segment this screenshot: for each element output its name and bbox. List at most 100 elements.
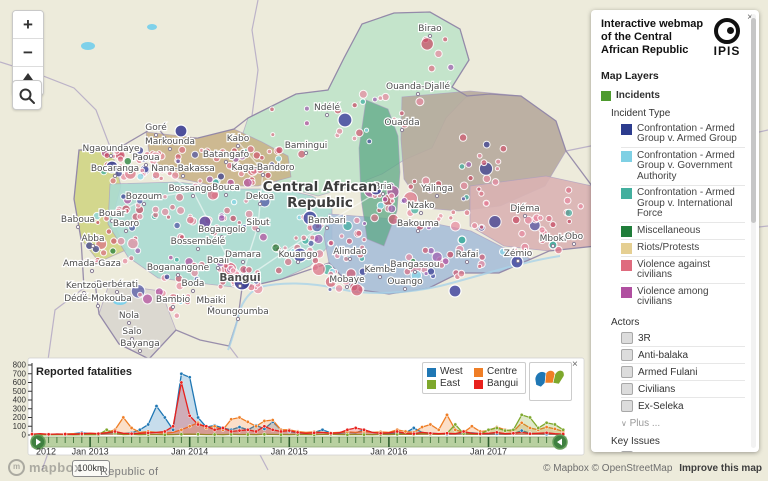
city-label: Ouango: [387, 277, 423, 287]
city-label: Paoua: [132, 153, 159, 163]
city-label: Nola: [119, 311, 139, 321]
key-issue-checkbox-row[interactable]: Mining: [621, 449, 745, 452]
checkbox-icon[interactable]: [621, 332, 633, 344]
city-label: Mobaye: [329, 275, 365, 285]
actor-checkbox-row[interactable]: Armed Fulani: [621, 363, 745, 380]
city-label: Bossembélé: [171, 236, 226, 247]
city-label: Ngaoundaye: [83, 144, 140, 154]
legend-label: Miscellaneous: [637, 224, 701, 236]
legend-label: Riots/Protests: [637, 241, 700, 253]
city-label: Mboki: [540, 234, 567, 244]
svg-text:700: 700: [13, 369, 27, 378]
legend-color-swatch: [621, 225, 632, 237]
checkbox-label: Anti-balaka: [638, 349, 689, 361]
city-label: Sibut: [246, 218, 270, 228]
city-label: Birao: [418, 24, 442, 34]
city-label: Amada-Gaza: [63, 259, 121, 269]
checkbox-label: Civilians: [638, 383, 676, 395]
checkbox-icon[interactable]: [621, 400, 633, 412]
incident-type-legend-item: Confrontation - Armed Group v. Governmen…: [621, 147, 745, 185]
svg-text:500: 500: [13, 387, 27, 396]
map-scalebar: 100km: [72, 460, 110, 477]
chart-legend-item[interactable]: East: [427, 378, 474, 390]
plus-expander[interactable]: ∨ Plus ...: [621, 418, 661, 429]
city-label: Bossangoa: [168, 184, 217, 194]
city-label: Boda: [182, 279, 205, 289]
actor-checkbox-row[interactable]: Civilians: [621, 380, 745, 397]
checkbox-icon[interactable]: [621, 366, 633, 378]
country-label: Central African: [263, 179, 378, 195]
checkbox-icon[interactable]: [621, 451, 633, 452]
city-label: Bogangolo: [198, 225, 246, 235]
osm-attribution-link[interactable]: © OpenStreetMap: [591, 463, 673, 474]
series-color-swatch: [427, 379, 436, 389]
key-issues-heading: Key Issues: [611, 436, 660, 447]
ipis-logo-icon: [714, 18, 740, 44]
city-label: Boali: [207, 256, 229, 266]
city-label: Bakouma: [397, 219, 439, 229]
checkbox-icon[interactable]: [621, 383, 633, 395]
map-layers-heading: Map Layers: [601, 70, 659, 82]
series-label: Centre: [487, 366, 518, 377]
timeline-slider[interactable]: [31, 436, 567, 448]
zoom-in-button[interactable]: +: [13, 11, 43, 39]
city-label: Bangui: [219, 272, 260, 284]
slider-handle-left[interactable]: [30, 434, 46, 450]
city-label: Baboua: [61, 215, 95, 225]
incident-type-heading: Incident Type: [611, 108, 671, 119]
incident-type-legend-item: Miscellaneous: [621, 222, 745, 239]
incident-type-legend-item: Violence against civilians: [621, 256, 745, 283]
timeline-tick-label: Jan 2016: [370, 447, 407, 457]
chart-legend-item[interactable]: West: [427, 366, 474, 378]
checkbox-label: Ex-Seleka: [638, 400, 684, 412]
city-label: Zémio: [504, 248, 533, 259]
layer-incidents-toggle[interactable]: Incidents: [601, 90, 745, 101]
panel-scrollbar[interactable]: [751, 14, 756, 448]
chart-close-icon[interactable]: ×: [572, 359, 578, 370]
neighbor-country-label: Republic of: [100, 466, 159, 478]
checkbox-icon[interactable]: [621, 349, 633, 361]
key-issues-filter-list: MiningRoadblocksPastoralismPillageAbduct…: [621, 449, 745, 452]
mapbox-logo[interactable]: m mapbox: [8, 459, 82, 476]
series-color-swatch: [474, 379, 483, 389]
incident-type-legend-item: Confrontation - Armed Group v. Internati…: [621, 184, 745, 223]
city-label: Alindao: [333, 247, 367, 257]
city-label: Dekoa: [246, 192, 274, 202]
chart-legend: West East Centre Bangui: [422, 362, 526, 394]
legend-label: Violence among civilians: [637, 285, 709, 307]
search-button[interactable]: [12, 80, 42, 110]
actor-checkbox-row[interactable]: 3R: [621, 330, 745, 346]
improve-map-link[interactable]: Improve this map: [679, 463, 762, 474]
city-label: Berbérati: [96, 279, 138, 290]
chart-legend-item[interactable]: Bangui: [474, 378, 521, 390]
map-attribution: © Mapbox © OpenStreetMap Improve this ma…: [543, 463, 762, 474]
panel-scrollbar-thumb[interactable]: [751, 18, 756, 223]
timeline-tick-label: Jan 2014: [171, 447, 208, 457]
city-label: Kentzou: [66, 281, 102, 291]
country-label: Republic: [287, 195, 353, 211]
actors-heading: Actors: [611, 317, 640, 328]
city-label: Bouca: [212, 183, 240, 193]
incident-type-legend-item: Confrontation - Armed Group v. Armed Gro…: [621, 121, 745, 147]
zoom-out-button[interactable]: −: [13, 39, 43, 67]
inset-east-region: [552, 370, 565, 385]
city-label: Batangafo: [203, 150, 250, 160]
chart-legend-item[interactable]: Centre: [474, 366, 521, 378]
actor-checkbox-row[interactable]: Ex-Seleka: [621, 397, 745, 414]
legend-color-swatch: [621, 259, 632, 271]
mapbox-attribution-link[interactable]: © Mapbox: [543, 463, 589, 474]
city-label: Damara: [225, 250, 261, 260]
city-label: Djéma: [510, 203, 539, 214]
actors-filter-list: 3R Anti-balaka Armed Fulani Civilians Ex-Sel…: [621, 330, 745, 414]
timeline-tick-label: Jan 2015: [271, 447, 308, 457]
city-label: Obo: [565, 232, 584, 242]
incidents-label: Incidents: [616, 90, 660, 101]
city-label: Ndélé: [314, 102, 340, 113]
slider-handle-right[interactable]: [552, 434, 568, 450]
actor-checkbox-row[interactable]: Anti-balaka: [621, 346, 745, 363]
inset-west-region: [534, 371, 547, 388]
city-label: Kembé: [364, 264, 395, 275]
city-label: Bambari: [308, 216, 346, 226]
timeline-tick-label: Jan 2013: [72, 447, 109, 457]
panel-close-icon[interactable]: ×: [747, 12, 753, 23]
